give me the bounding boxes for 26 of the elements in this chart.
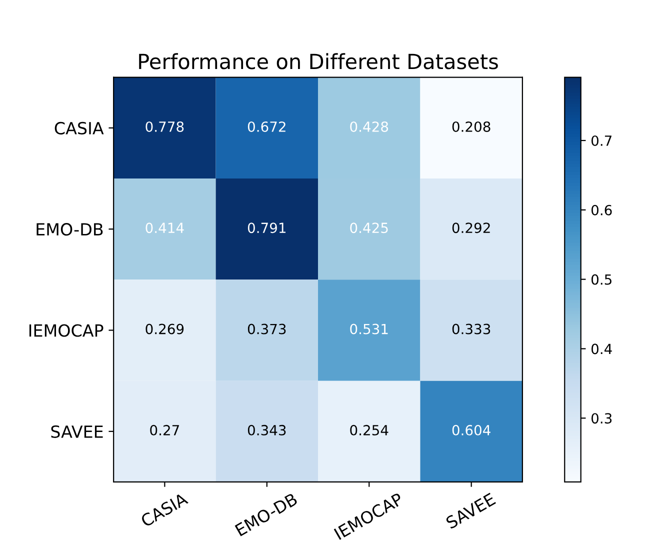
color-bar-label: 0.3 [591, 413, 612, 424]
data-label: 0.531 [350, 324, 388, 334]
data-label: 0.269 [146, 324, 184, 334]
color-bar-label: 0.7 [591, 135, 612, 146]
data-label: 0.292 [452, 222, 490, 234]
y-tick-label: IEMOCAP [29, 324, 104, 337]
y-tick-label: EMO-DB [36, 223, 103, 236]
data-label: 0.254 [350, 424, 388, 436]
data-label: 0.208 [452, 121, 490, 132]
data-label: 0.27 [150, 424, 179, 436]
data-label: 0.791 [248, 222, 286, 234]
data-label: 0.414 [146, 222, 184, 234]
color-bar-label: 0.6 [591, 204, 612, 216]
data-label: 0.604 [452, 424, 490, 436]
data-label: 0.778 [146, 121, 184, 132]
y-tick-label: SAVEE [51, 425, 103, 438]
chart-title: Performance on Different Datasets [139, 53, 498, 70]
data-label: 0.373 [248, 324, 286, 334]
color-bar-label: 0.5 [591, 274, 612, 285]
data-label: 0.333 [452, 324, 490, 334]
data-label: 0.425 [350, 222, 388, 234]
data-label: 0.672 [248, 121, 286, 132]
data-label: 0.343 [248, 424, 286, 436]
data-label: 0.428 [350, 121, 388, 132]
y-tick-label: CASIA [54, 122, 104, 134]
color-bar-label: 0.4 [591, 344, 612, 354]
